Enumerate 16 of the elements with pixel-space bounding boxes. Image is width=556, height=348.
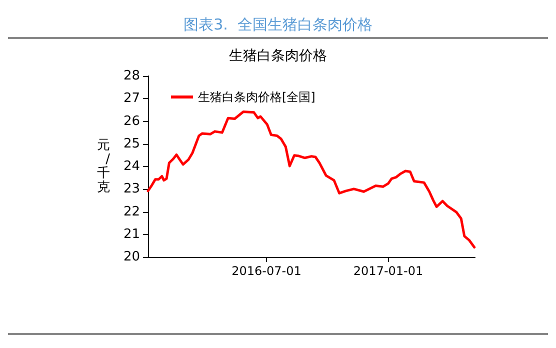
chart-title: 图表3. 全国生猪白条肉价格 xyxy=(184,16,372,34)
x-tick-label: 2016-07-01 xyxy=(232,264,302,278)
y-tick-label: 22 xyxy=(123,204,140,220)
x-tick-label: 2017-01-01 xyxy=(353,264,424,278)
y-tick-label: 28 xyxy=(123,68,140,84)
y-axis-title: 元/千克 xyxy=(97,138,111,195)
y-tick-label: 21 xyxy=(123,226,140,242)
y-tick-label: 27 xyxy=(123,91,140,106)
y-tick-label: 23 xyxy=(123,182,140,197)
y-tick-label: 24 xyxy=(123,159,140,174)
legend-label: 生猪白条肉价格[全国] xyxy=(198,90,316,104)
y-tick-label: 26 xyxy=(123,114,140,129)
y-tick-label: 20 xyxy=(123,250,140,264)
chart-subtitle: 生猪白条肉价格 xyxy=(229,48,327,64)
line-series xyxy=(146,110,476,249)
y-tick-label: 25 xyxy=(123,136,140,152)
